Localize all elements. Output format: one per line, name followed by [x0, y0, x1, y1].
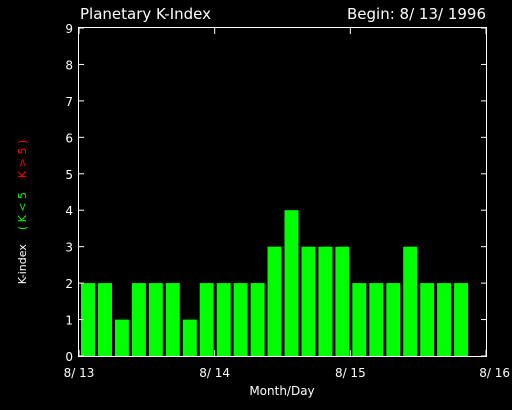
bar-6: [182, 319, 197, 356]
y-tick-label-0: 0: [65, 350, 73, 364]
x-axis-title: Month/Day: [249, 384, 314, 398]
y-tick-label-5: 5: [65, 168, 73, 182]
legend-low: ( K < 5: [16, 192, 29, 230]
bar-4: [148, 283, 163, 356]
bar-5: [165, 283, 180, 356]
legend-high: K > 5 ): [16, 140, 29, 178]
bars-group: [81, 210, 469, 356]
bar-14: [318, 246, 333, 356]
chart-title: Planetary K-Index: [80, 5, 211, 23]
y-axis-title: K-index: [16, 244, 29, 285]
bar-8: [216, 283, 231, 356]
begin-date-label: Begin: 8/ 13/ 1996: [347, 5, 486, 23]
bar-20: [420, 283, 435, 356]
svg-text:K-index( K < 5K > 5 ): K-index ( K < 5 K > 5 ): [16, 140, 29, 285]
bar-17: [369, 283, 384, 356]
bar-3: [131, 283, 146, 356]
y-tick-label-9: 9: [65, 22, 73, 36]
bar-7: [199, 283, 214, 356]
plot-frame: [78, 27, 487, 357]
y-tick-label-8: 8: [65, 58, 73, 72]
y-tick-label-4: 4: [65, 204, 73, 218]
bar-11: [267, 246, 282, 356]
bar-18: [386, 283, 401, 356]
bar-12: [284, 210, 299, 356]
bar-22: [454, 283, 469, 356]
y-tick-label-7: 7: [65, 95, 73, 109]
bar-21: [437, 283, 452, 356]
bar-10: [250, 283, 265, 356]
x-tick-label-0: 8/ 13: [64, 366, 95, 380]
y-tick-label-6: 6: [65, 131, 73, 145]
bar-9: [233, 283, 248, 356]
bar-2: [114, 319, 129, 356]
x-tick-label-3: 8/ 16: [479, 366, 510, 380]
y-tick-label-1: 1: [65, 314, 73, 328]
bar-16: [352, 283, 367, 356]
x-ticks: 8/ 13 8/ 14 8/ 15 8/ 16: [64, 28, 510, 380]
y-tick-label-3: 3: [65, 241, 73, 255]
bar-0: [81, 283, 95, 356]
bar-1: [98, 283, 112, 356]
y-axis-label: K-index ( K < 5 K > 5 ): [16, 140, 29, 285]
bar-19: [403, 246, 418, 356]
x-tick-label-1: 8/ 14: [199, 366, 230, 380]
bar-15: [335, 246, 350, 356]
y-ticks: 0 1 2 3 4 5 6 7 8 9: [65, 22, 486, 364]
x-tick-label-2: 8/ 15: [335, 366, 366, 380]
y-tick-label-2: 2: [65, 277, 73, 291]
bar-13: [301, 246, 316, 356]
